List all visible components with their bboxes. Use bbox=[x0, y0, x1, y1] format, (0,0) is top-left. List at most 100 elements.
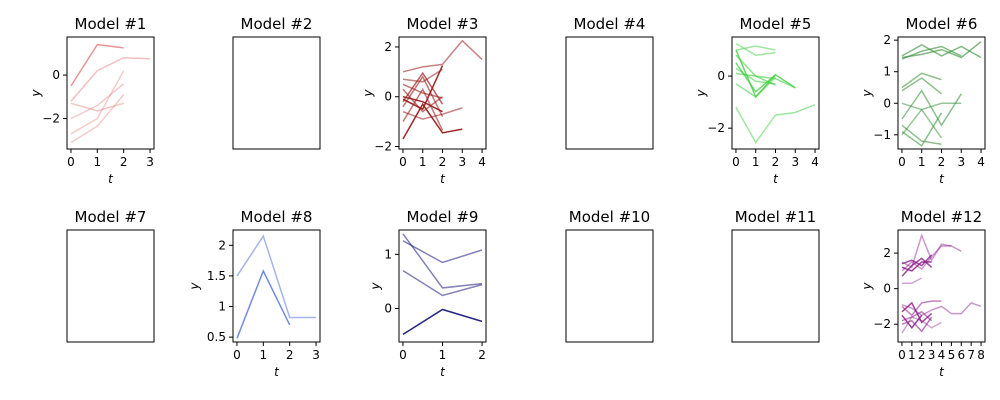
series-line bbox=[402, 269, 483, 297]
x-tick-label: 3 bbox=[928, 348, 936, 362]
y-tick-label: 2 bbox=[384, 40, 392, 54]
x-tick-label: 1 bbox=[93, 155, 101, 169]
series-line bbox=[402, 308, 483, 336]
series-line bbox=[901, 89, 962, 127]
subplot-title: Model #5 bbox=[740, 15, 812, 33]
x-tick-label: 6 bbox=[957, 348, 965, 362]
series-line bbox=[901, 108, 943, 139]
x-tick-label: 0 bbox=[898, 348, 906, 362]
plot-frame bbox=[731, 36, 820, 150]
x-tick-label: 3 bbox=[312, 348, 320, 362]
x-tick-label: 1 bbox=[259, 348, 267, 362]
series-line bbox=[901, 245, 962, 272]
x-tick-label: 4 bbox=[811, 155, 819, 169]
x-tick-label: 4 bbox=[938, 348, 946, 362]
x-tick-label: 0 bbox=[67, 155, 75, 169]
x-tick-label: 0 bbox=[233, 348, 241, 362]
series-line bbox=[402, 71, 444, 105]
y-tick-label: 2 bbox=[883, 246, 891, 260]
subplot-title: Model #8 bbox=[241, 208, 313, 226]
x-tick-label: 8 bbox=[977, 348, 985, 362]
y-tick-label: 1 bbox=[218, 300, 226, 314]
series-line bbox=[901, 261, 932, 272]
series-line bbox=[735, 49, 796, 99]
subplot-title: Model #6 bbox=[906, 15, 978, 33]
subplot-title: Model #7 bbox=[75, 208, 147, 226]
x-axis-label: t bbox=[108, 172, 114, 186]
x-tick-label: 2 bbox=[918, 348, 926, 362]
series-line bbox=[402, 107, 463, 120]
series-line bbox=[236, 269, 291, 339]
x-tick-label: 5 bbox=[948, 348, 956, 362]
y-tick-label: −2 bbox=[42, 112, 60, 126]
x-axis-label: t bbox=[274, 365, 280, 379]
subplot: Model #4 bbox=[565, 15, 654, 150]
y-tick-label: 0 bbox=[52, 68, 60, 82]
x-tick-label: 0 bbox=[732, 155, 740, 169]
x-tick-label: 1 bbox=[419, 155, 427, 169]
series-line bbox=[901, 316, 933, 333]
x-axis-label: t bbox=[939, 172, 945, 186]
series-line bbox=[402, 83, 443, 99]
series-line bbox=[901, 301, 933, 324]
plot-frame bbox=[232, 36, 321, 150]
subplot: Model #10 bbox=[565, 208, 654, 343]
series-line bbox=[70, 83, 125, 120]
plot-frame bbox=[731, 229, 820, 343]
x-tick-label: 7 bbox=[967, 348, 975, 362]
series-line bbox=[70, 94, 125, 144]
x-tick-label: 0 bbox=[399, 348, 407, 362]
series-line bbox=[402, 233, 483, 289]
x-tick-label: 1 bbox=[908, 348, 916, 362]
series-line bbox=[901, 112, 943, 147]
subplot-title: Model #2 bbox=[241, 15, 313, 33]
x-tick-label: 2 bbox=[439, 155, 447, 169]
x-tick-label: 1 bbox=[439, 348, 447, 362]
plot-frame bbox=[232, 229, 321, 343]
y-tick-label: 0 bbox=[883, 282, 891, 296]
y-axis-label: y bbox=[188, 282, 202, 291]
plot-frame bbox=[565, 229, 654, 343]
x-tick-label: 1 bbox=[918, 155, 926, 169]
y-tick-label: −2 bbox=[707, 121, 725, 135]
y-tick-label: −2 bbox=[873, 317, 891, 331]
y-axis-label: y bbox=[361, 89, 375, 98]
x-tick-label: 2 bbox=[120, 155, 128, 169]
series-line bbox=[735, 104, 816, 144]
subplot-title: Model #12 bbox=[901, 208, 982, 226]
series-line bbox=[402, 75, 444, 117]
y-tick-label: 0 bbox=[384, 90, 392, 104]
x-tick-label: 3 bbox=[791, 155, 799, 169]
x-axis-label: t bbox=[773, 172, 779, 186]
series-line bbox=[735, 45, 776, 51]
plot-frame bbox=[66, 36, 155, 150]
series-line bbox=[901, 72, 942, 89]
series-line bbox=[901, 44, 982, 59]
series-line bbox=[70, 43, 124, 87]
plot-frame bbox=[565, 36, 654, 150]
series-line bbox=[70, 102, 124, 112]
series-line bbox=[901, 77, 942, 95]
subplot-title: Model #11 bbox=[735, 208, 816, 226]
x-tick-label: 3 bbox=[146, 155, 154, 169]
series-line bbox=[402, 240, 483, 264]
subplot: Model #11 bbox=[731, 208, 820, 343]
x-tick-label: 2 bbox=[938, 155, 946, 169]
y-axis-label: y bbox=[369, 282, 383, 291]
y-tick-label: 0 bbox=[717, 69, 725, 83]
y-axis-label: y bbox=[29, 89, 43, 98]
x-axis-label: t bbox=[440, 172, 446, 186]
x-tick-label: 3 bbox=[458, 155, 466, 169]
y-axis-label: y bbox=[860, 89, 874, 98]
series-line bbox=[70, 56, 151, 102]
y-tick-label: −1 bbox=[873, 128, 891, 142]
series-line bbox=[902, 277, 923, 285]
series-line bbox=[402, 65, 444, 111]
series-line bbox=[901, 300, 942, 317]
series-line bbox=[901, 45, 962, 60]
